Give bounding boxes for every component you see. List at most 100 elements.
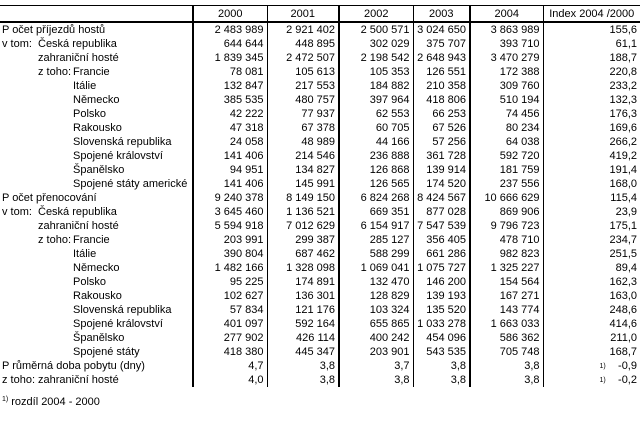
value-cell-2002: 126 565: [338, 177, 413, 191]
value-cell-2002: 184 882: [338, 79, 413, 93]
value-cell-2002: 236 888: [338, 149, 413, 163]
value-cell-2003: 3,8: [412, 359, 470, 373]
row-label: zahraniční hosté: [38, 52, 119, 64]
row-label-cell: Spojené království: [0, 149, 193, 163]
row-label-cell: Rakousko: [0, 289, 193, 303]
value-cell-2002: 62 553: [338, 107, 413, 121]
row-label: Slovenská republika: [73, 304, 172, 316]
index-cell: 162,3: [542, 275, 640, 289]
value-cell-2003: 135 520: [412, 303, 470, 317]
table-row: Slovenská republika 57 834 121 176 103 324 1…: [0, 303, 640, 317]
index-cell: 234,7: [542, 233, 640, 247]
header-index-2004-2000: Index 2004 /2000: [542, 5, 640, 23]
row-label: Rakousko: [73, 290, 122, 302]
value-cell-2001: 426 114: [266, 331, 339, 345]
row-label: Itálie: [73, 248, 97, 260]
index-cell: 89,4: [542, 261, 640, 275]
header-year-2004: 2004: [469, 5, 543, 23]
index-value: 155,6: [609, 24, 637, 36]
row-label-cell: Rakousko: [0, 121, 193, 135]
value-cell-2004: 1 663 033: [469, 317, 543, 331]
value-cell-2000: 644 644: [192, 37, 267, 51]
value-cell-2002: 3,7: [338, 359, 413, 373]
value-cell-2001: 592 164: [266, 317, 339, 331]
value-cell-2001: 299 387: [266, 233, 339, 247]
index-value: -0,2: [618, 374, 637, 386]
footnote: 1) rozdíl 2004 - 2000: [2, 396, 100, 408]
value-cell-2000: 9 240 378: [192, 191, 267, 205]
index-cell: 1) -0,9: [542, 359, 640, 373]
row-label: Francie: [73, 66, 110, 78]
row-label-cell: z toho: Francie: [0, 65, 193, 79]
table-row: Spojené státy 418 380 445 347 203 901 543 53…: [0, 345, 640, 359]
index-value: 414,6: [609, 318, 637, 330]
row-label: Česká republika: [38, 206, 117, 218]
value-cell-2001: 217 553: [266, 79, 339, 93]
table-row: Itálie 390 804 687 462 588 299 661 286 982 82…: [0, 247, 640, 261]
row-label: Spojené království: [73, 150, 163, 162]
value-cell-2003: 543 535: [412, 345, 470, 359]
value-cell-2002: 126 868: [338, 163, 413, 177]
value-cell-2002: 60 705: [338, 121, 413, 135]
value-cell-2003: 361 728: [412, 149, 470, 163]
value-cell-2002: 103 324: [338, 303, 413, 317]
value-cell-2004: 172 388: [469, 65, 543, 79]
header-year-2003: 2003: [412, 5, 470, 23]
value-cell-2000: 203 991: [192, 233, 267, 247]
value-cell-2000: 102 627: [192, 289, 267, 303]
index-cell: 132,3: [542, 93, 640, 107]
value-cell-2003: 1 033 278: [412, 317, 470, 331]
value-cell-2001: 2 921 402: [266, 22, 339, 37]
row-label: Itálie: [73, 80, 97, 92]
value-cell-2001: 3,8: [266, 359, 339, 373]
footnote-text: rozdíl 2004 - 2000: [11, 396, 100, 408]
table-row: Polsko 95 225 174 891 132 470 146 200 154 564…: [0, 275, 640, 289]
value-cell-2004: 3,8: [469, 373, 543, 387]
row-label: zahraniční hosté: [38, 220, 119, 232]
value-cell-2004: 1 325 227: [469, 261, 543, 275]
value-cell-2002: 400 242: [338, 331, 413, 345]
table-row: Spojené království 141 406 214 546 236 888 3…: [0, 149, 640, 163]
value-cell-2001: 8 149 150: [266, 191, 339, 205]
index-cell: 188,7: [542, 51, 640, 65]
value-cell-2001: 145 991: [266, 177, 339, 191]
index-value: 163,0: [609, 290, 637, 302]
value-cell-2001: 687 462: [266, 247, 339, 261]
value-cell-2003: 1 075 727: [412, 261, 470, 275]
table-row: zahraniční hosté 5 594 918 7 012 629 6 154 …: [0, 219, 640, 233]
row-label-cell: Španělsko: [0, 331, 193, 345]
index-value: 248,6: [609, 304, 637, 316]
index-cell: 251,5: [542, 247, 640, 261]
index-cell: 211,0: [542, 331, 640, 345]
value-cell-2004: 3 470 279: [469, 51, 543, 65]
value-cell-2004: 3 863 989: [469, 22, 543, 37]
value-cell-2000: 3 645 460: [192, 205, 267, 219]
index-cell: 176,3: [542, 107, 640, 121]
value-cell-2004: 154 564: [469, 275, 543, 289]
index-value: 115,4: [610, 192, 637, 204]
value-cell-2001: 174 891: [266, 275, 339, 289]
table-row: Rakousko 102 627 136 301 128 829 139 193 167 …: [0, 289, 640, 303]
table-row: v tom: Česká republika 3 645 460 1 136 521 6…: [0, 205, 640, 219]
value-cell-2000: 5 594 918: [192, 219, 267, 233]
table-row: P očet přenocování 9 240 378 8 149 150 6 82…: [0, 191, 640, 205]
value-cell-2004: 237 556: [469, 177, 543, 191]
value-cell-2000: 24 058: [192, 135, 267, 149]
table-row: Německo 1 482 166 1 328 098 1 069 041 1 075 …: [0, 261, 640, 275]
value-cell-2002: 6 824 268: [338, 191, 413, 205]
value-cell-2004: 705 748: [469, 345, 543, 359]
header-year-2000: 2000: [192, 5, 267, 23]
index-value: 132,3: [609, 94, 637, 106]
row-label: Rakousko: [73, 122, 122, 134]
index-value: 220,8: [609, 66, 637, 78]
value-cell-2001: 105 613: [266, 65, 339, 79]
row-label-cell: Spojené státy: [0, 345, 193, 359]
index-cell: 266,2: [542, 135, 640, 149]
footnote-marker: 1): [2, 396, 9, 403]
row-label-cell: Německo: [0, 261, 193, 275]
index-cell: 233,2: [542, 79, 640, 93]
row-label-prefix: z toho:: [38, 234, 72, 246]
value-cell-2003: 877 028: [412, 205, 470, 219]
value-cell-2004: 143 774: [469, 303, 543, 317]
value-cell-2003: 66 253: [412, 107, 470, 121]
